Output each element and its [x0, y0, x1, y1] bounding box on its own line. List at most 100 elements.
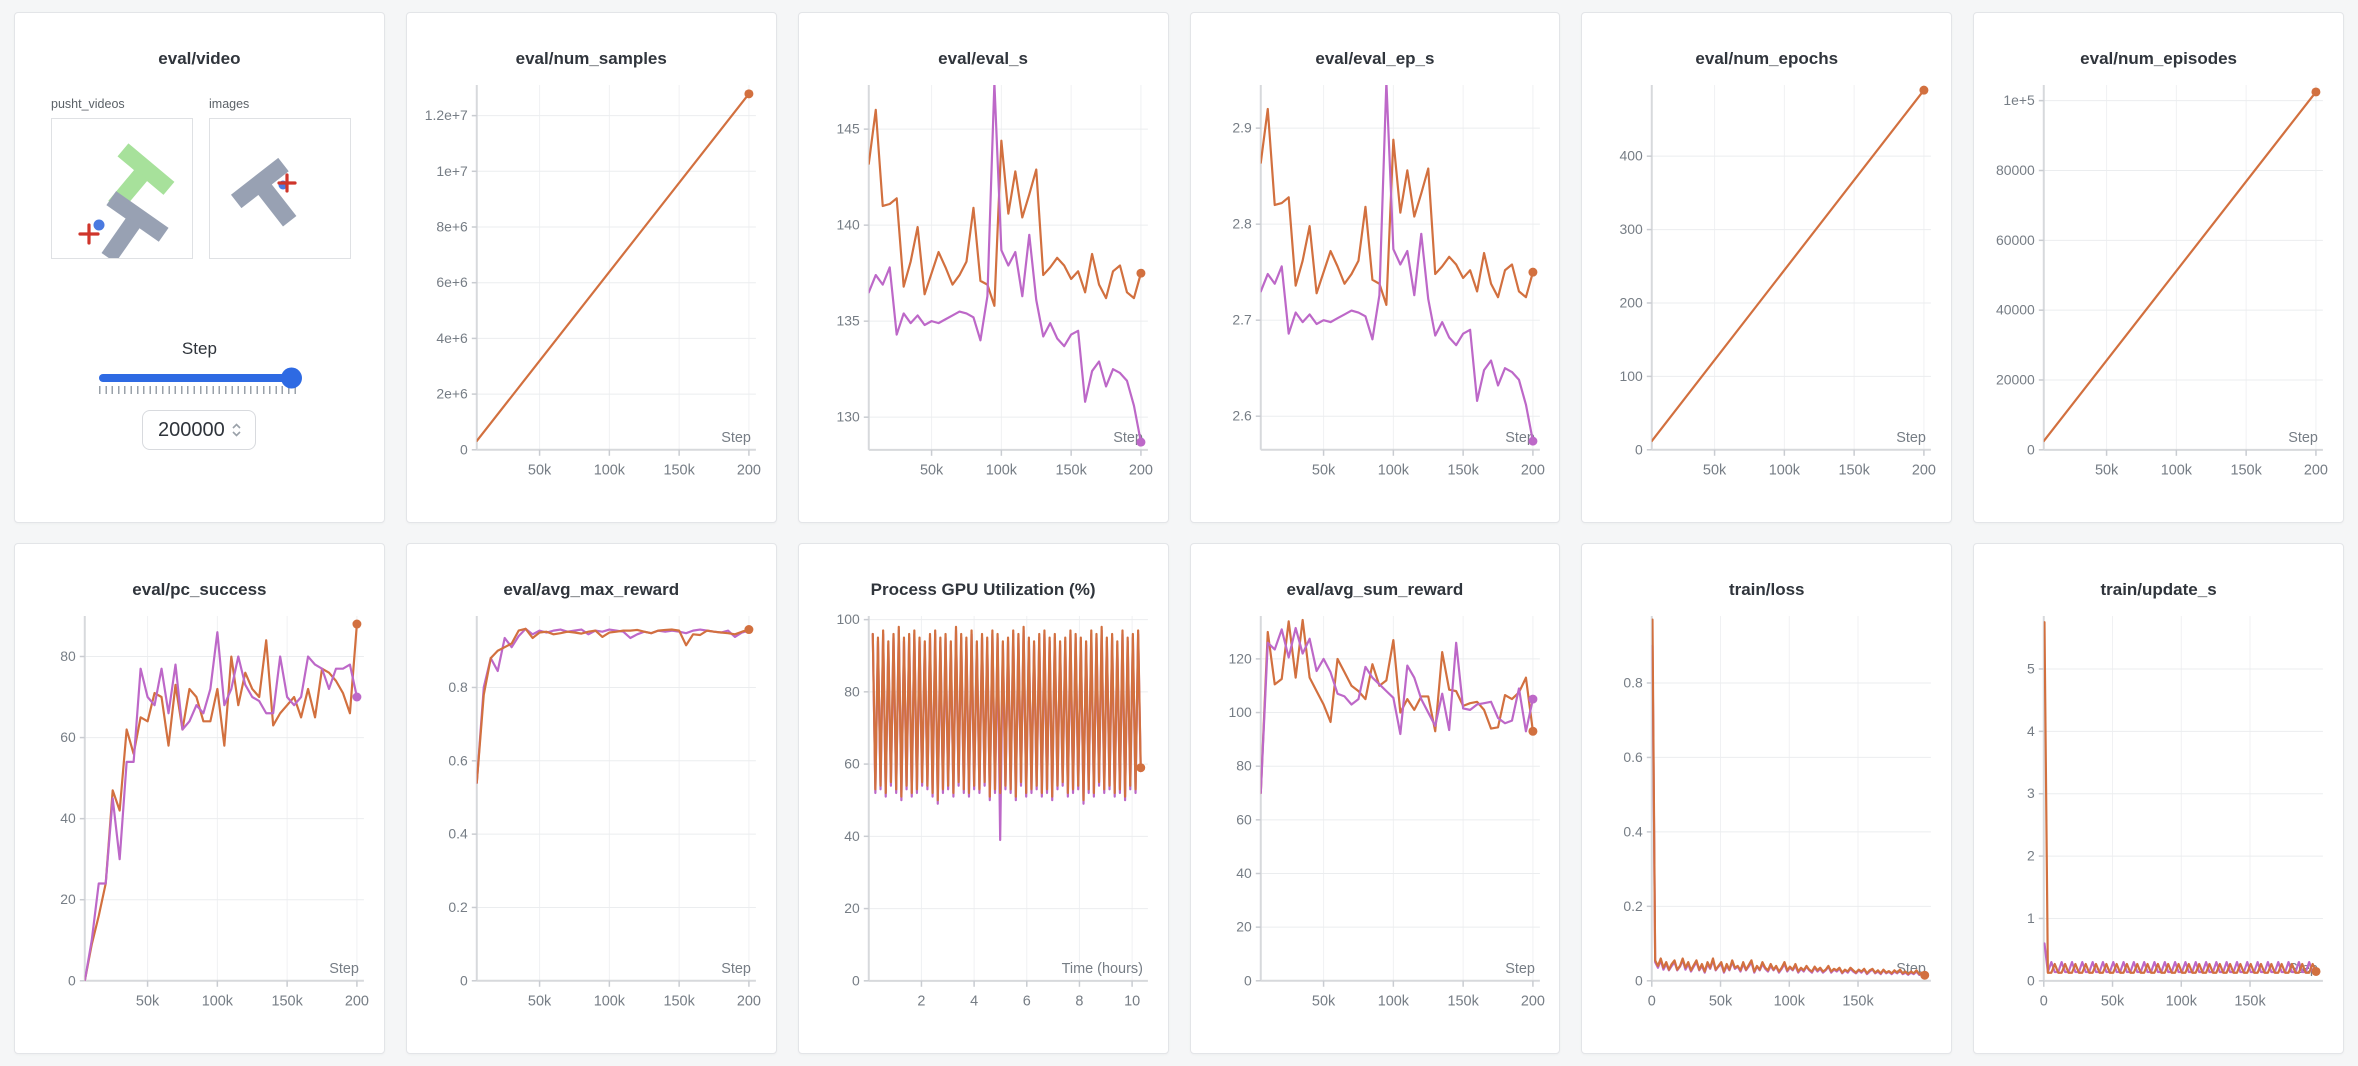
y-tick-label: 40	[1236, 865, 1252, 881]
x-axis-title: Step	[1113, 430, 1143, 446]
gray-t-shape	[230, 157, 297, 227]
pusht-video-thumbnail[interactable]	[51, 118, 193, 259]
y-tick-label: 100	[836, 611, 860, 627]
chart-plot[interactable]: 0 100 200 300 400 50k 100k 150k 200 Step	[1582, 75, 1951, 504]
y-tick-label: 100	[1228, 704, 1252, 720]
x-tick-label: 150k	[1447, 994, 1479, 1010]
chart-plot[interactable]: 0 20 40 60 80 100 2 4 6 8 10 Time (hours)	[799, 606, 1168, 1035]
x-tick-label: 50k	[1709, 994, 1733, 1010]
media-item-pusht-videos: pusht_videos	[51, 97, 193, 259]
x-axis-title: Step	[721, 430, 751, 446]
y-tick-label: 145	[836, 121, 860, 137]
chart-plot[interactable]: 0 2e+6 4e+6 6e+6 8e+6 1e+7 1.2e+7 50k 100k 150k 20…	[407, 75, 776, 504]
slider-track[interactable]	[99, 367, 303, 389]
x-tick-label: 10	[1124, 994, 1140, 1010]
chart-plot[interactable]: 0 20 40 60 80 100 120 50k 100k 150k 200 Step	[1191, 606, 1560, 1035]
chart-plot[interactable]: 130 135 140 145 50k 100k 150k 200 Step	[799, 75, 1168, 504]
x-tick-label: 100k	[1377, 994, 1409, 1010]
chart-title: Process GPU Utilization (%)	[870, 580, 1096, 599]
y-tick-label: 0.6	[448, 752, 468, 768]
chart-panel: Process GPU Utilization (%) 0 20 40 60 80 100…	[797, 543, 1169, 1054]
endpoint-marker-orange-run	[1919, 85, 1929, 95]
y-tick-label: 80	[60, 648, 76, 664]
x-tick-label: 8	[1075, 994, 1083, 1010]
x-axis-title: Step	[721, 961, 751, 977]
y-tick-label: 3	[2027, 785, 2035, 801]
step-slider[interactable]	[99, 367, 303, 394]
endpoint-marker-orange-run	[744, 89, 754, 99]
x-tick-label: 100k	[985, 463, 1017, 479]
y-tick-label: 40000	[1996, 302, 2035, 318]
y-tick-label: 20	[844, 900, 860, 916]
x-tick-label: 50k	[920, 463, 944, 479]
target-cross-icon	[78, 223, 100, 245]
chart-title: eval/eval_s	[938, 49, 1028, 68]
x-tick-label: 200	[1520, 994, 1544, 1010]
x-tick-label: 150k	[1843, 994, 1875, 1010]
x-tick-label: 200	[345, 994, 369, 1010]
y-tick-label: 1	[2027, 910, 2035, 926]
chart-plot[interactable]: 0 20 40 60 80 50k 100k 150k 200 Step	[15, 606, 384, 1035]
x-tick-label: 0	[2040, 994, 2048, 1010]
y-tick-label: 20	[1236, 919, 1252, 935]
x-tick-label: 0	[1648, 994, 1656, 1010]
y-tick-label: 0.4	[448, 826, 468, 842]
y-tick-label: 2e+6	[436, 386, 468, 402]
x-tick-label: 150k	[663, 463, 695, 479]
x-tick-label: 2	[917, 994, 925, 1010]
slider-thumb[interactable]	[281, 367, 303, 389]
x-axis-title: Step	[1505, 961, 1535, 977]
series-line-orange-run	[1652, 89, 1926, 443]
x-tick-label: 100k	[1769, 463, 1801, 479]
panel-eval-video: eval/video pusht_videos	[14, 12, 385, 523]
y-tick-label: 6e+6	[436, 274, 468, 290]
y-tick-label: 0.6	[1624, 749, 1644, 765]
chart-plot[interactable]: 0 20000 40000 60000 80000 1e+5 50k 100k 150k 200 S…	[1974, 75, 2343, 504]
x-tick-label: 150k	[1055, 463, 1087, 479]
x-tick-label: 100k	[1774, 994, 1806, 1010]
x-tick-label: 150k	[663, 994, 695, 1010]
chart-title: eval/avg_max_reward	[503, 580, 680, 599]
chart-title: eval/num_episodes	[2080, 49, 2237, 68]
media-item-images: images	[209, 97, 351, 259]
series-line-orange-run	[1260, 618, 1534, 795]
y-tick-label: 60000	[1996, 232, 2035, 248]
x-tick-label: 150k	[2235, 994, 2267, 1010]
endpoint-marker-orange-run	[1920, 970, 1930, 980]
chart-plot[interactable]: 2.6 2.7 2.8 2.9 50k 100k 150k 200 Step	[1191, 75, 1560, 504]
series-line-purple-run	[1260, 84, 1534, 443]
x-tick-label: 150k	[1839, 463, 1871, 479]
chevron-up-icon[interactable]	[232, 423, 241, 429]
chart-panel: eval/eval_s 130 135 140 145 50k 100k 150k 200 St…	[797, 12, 1169, 523]
endpoint-marker-orange-run	[1136, 268, 1146, 278]
y-tick-label: 0	[1635, 441, 1643, 457]
y-tick-label: 4	[2027, 723, 2035, 739]
y-tick-label: 80000	[1996, 162, 2035, 178]
y-tick-label: 0.2	[1624, 898, 1644, 914]
y-tick-label: 0	[2027, 441, 2035, 457]
y-tick-label: 0	[460, 972, 468, 988]
x-tick-label: 50k	[528, 463, 552, 479]
x-tick-label: 200	[1129, 463, 1153, 479]
y-tick-label: 140	[836, 217, 860, 233]
y-tick-label: 60	[1236, 811, 1252, 827]
gray-t-shape	[101, 191, 169, 258]
chevron-down-icon[interactable]	[232, 431, 241, 437]
images-thumbnail[interactable]	[209, 118, 351, 259]
y-tick-label: 4e+6	[436, 330, 468, 346]
y-tick-label: 0.2	[448, 899, 468, 915]
series-line-orange-run	[871, 625, 1142, 802]
y-tick-label: 0	[68, 972, 76, 988]
slider-ticks	[99, 386, 300, 394]
step-number-input[interactable]: 200000	[142, 410, 257, 450]
media-row: pusht_videos	[51, 97, 384, 259]
y-tick-label: 5	[2027, 660, 2035, 676]
x-axis-title: Step	[2288, 430, 2318, 446]
x-tick-label: 150k	[2231, 463, 2263, 479]
pusht-scene	[78, 143, 175, 258]
chart-plot[interactable]: 0 0.2 0.4 0.6 0.8 50k 100k 150k 200 Step	[407, 606, 776, 1035]
y-tick-label: 20	[60, 891, 76, 907]
